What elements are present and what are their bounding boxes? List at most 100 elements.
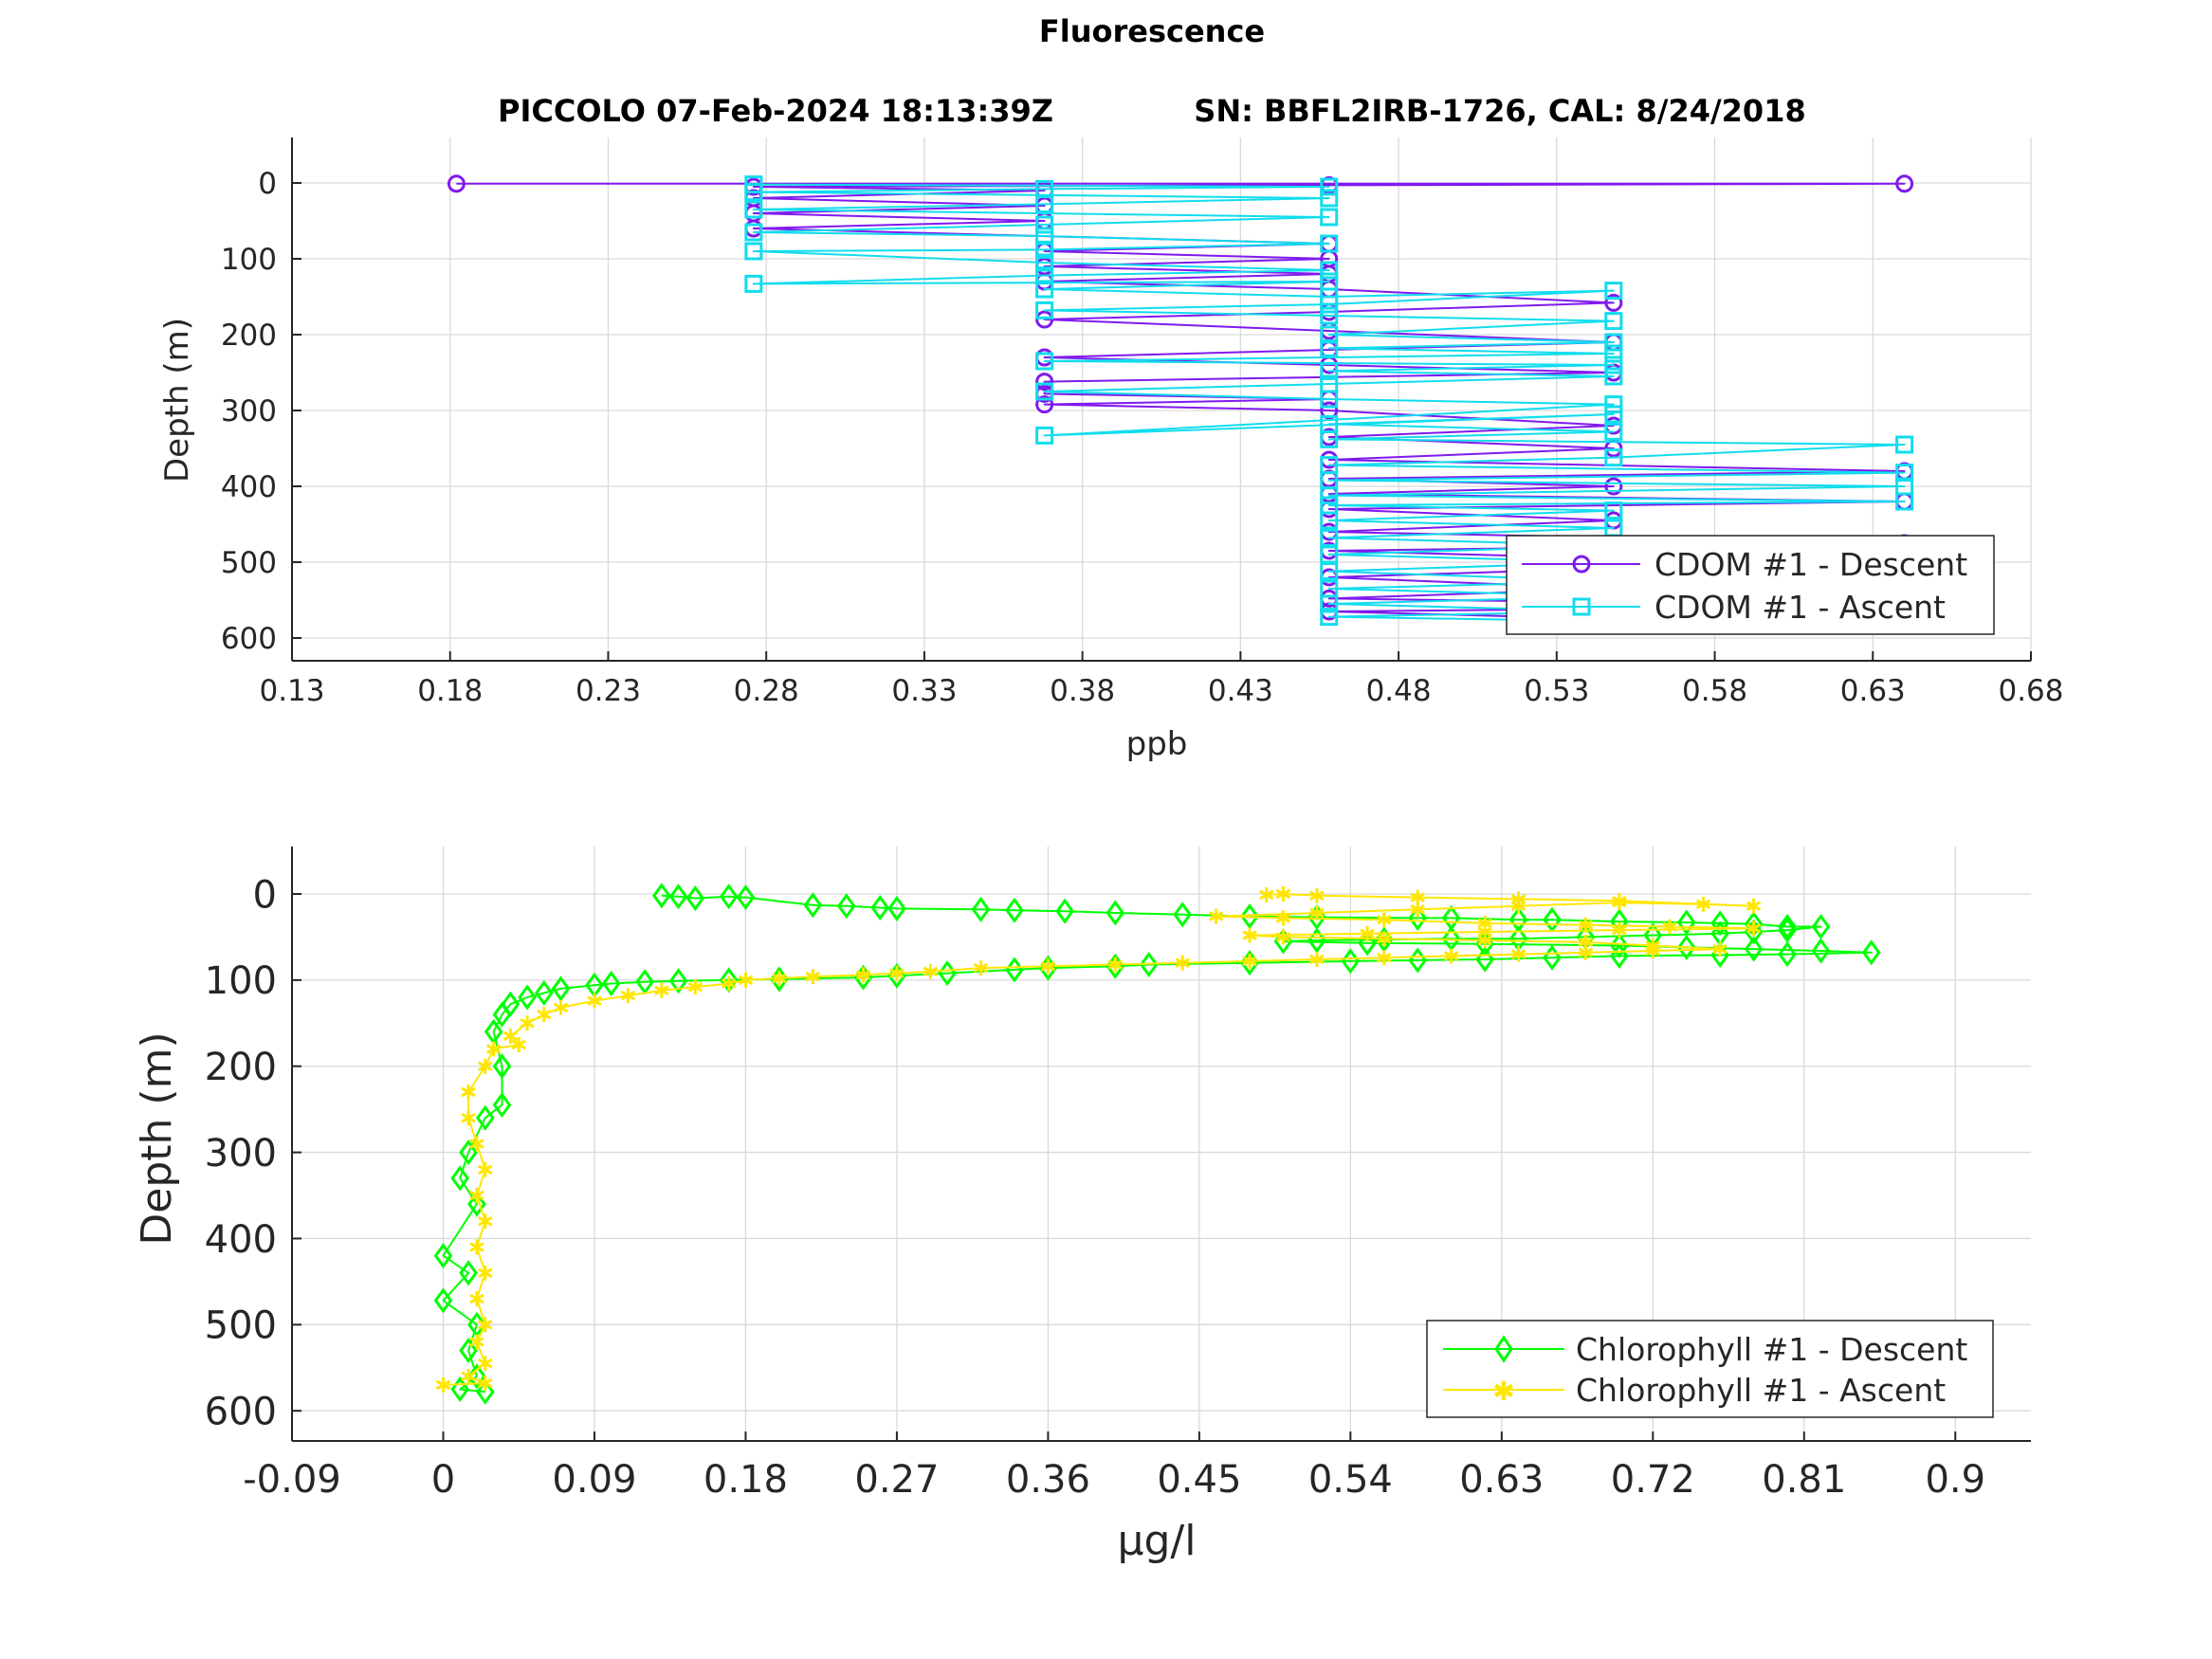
cdom-xtick-label: 0.48 [1366, 674, 1432, 708]
chl-series-descent-point [803, 892, 823, 919]
cdom-legend-marker-ascent [1572, 597, 1591, 616]
chl-series-ascent-point [435, 1376, 451, 1393]
chl-ytick-label: 300 [205, 1132, 277, 1176]
chl-series-descent-point [459, 1139, 478, 1166]
cdom-series-ascent-point [1035, 382, 1054, 401]
chl-series-descent-point [1676, 909, 1696, 936]
cdom-xtick-label: 0.68 [1998, 674, 2063, 708]
chl-series-descent-point [551, 975, 571, 1002]
chl-series-ascent-point [923, 963, 939, 979]
chl-series-ascent-point [511, 1037, 526, 1052]
cdom-series-ascent-point [1604, 344, 1623, 363]
cdom-axes: 0.13 0.18 0.23 0.28 0.33 0.38 0.43 0.48 0.53 0.58… [158, 137, 2064, 763]
cdom-series-descent-point [1604, 477, 1623, 496]
chl-series-descent-point [475, 1378, 495, 1405]
chl-legend[interactable]: Chlorophyll #1 - Descent ✱ Chlorophyll #… [1426, 1320, 1994, 1418]
chl-series-ascent-point [1242, 953, 1257, 969]
cdom-xtick-label: 0.53 [1524, 674, 1589, 708]
chl-series-ascent-point [553, 999, 569, 1015]
chl-series-ascent-point [461, 1084, 476, 1100]
chl-series-descent-point [492, 1053, 512, 1080]
chl-series-descent-point [492, 1092, 512, 1119]
chl-series-ascent-point [469, 1136, 484, 1152]
chl-series-ascent-point [1107, 957, 1124, 973]
chl-series-ascent-point [1510, 891, 1526, 907]
chl-series-descent-point [1676, 934, 1696, 960]
chl-series-ascent-point [620, 988, 636, 1004]
chl-series-ascent-point [478, 1317, 493, 1333]
chl-series-ascent-point [1377, 931, 1392, 947]
cdom-legend[interactable]: CDOM #1 - Descent CDOM #1 - Ascent [1506, 535, 1995, 635]
chl-series-ascent-point [1578, 934, 1594, 950]
cdom-series-descent-point [1035, 395, 1054, 414]
chl-series-ascent-point [1275, 910, 1291, 926]
chl-series-descent-point [433, 1287, 453, 1314]
cdom-legend-label-ascent: CDOM #1 - Ascent [1654, 589, 1946, 626]
chl-xtick-label: 0.18 [704, 1458, 788, 1502]
cdom-series-ascent-point [1604, 367, 1623, 386]
chl-series-ascent-point [1360, 925, 1375, 941]
chl-legend-marker-descent [1494, 1335, 1513, 1363]
cdom-series-ascent-point [1320, 608, 1339, 627]
cdom-series-ascent [744, 175, 1914, 630]
cdom-axis-lines [291, 137, 2032, 662]
cdom-series-ascent-point [744, 242, 763, 261]
chl-series-ascent-point [1612, 922, 1627, 939]
cdom-series-ascent-point [1604, 422, 1623, 441]
chl-series-descent-point [1710, 910, 1730, 937]
chl-series-ascent-point [461, 1110, 476, 1126]
chl-xtick-label: 0.54 [1308, 1458, 1393, 1502]
cdom-ytick-label: 0 [258, 167, 277, 201]
chl-series-descent-point [1005, 897, 1024, 923]
chl-series-ascent-point [1175, 955, 1190, 971]
cdom-series-ascent-point [744, 200, 763, 219]
cdom-series-ascent-point [1895, 464, 1914, 483]
cdom-xtick-label: 0.13 [259, 674, 324, 708]
chl-xtick-label: -0.09 [243, 1458, 341, 1502]
chl-series-ascent-point [1612, 893, 1627, 909]
chl-series-ascent-point [469, 1334, 484, 1350]
chl-xtick-label: 0.09 [552, 1458, 636, 1502]
cdom-ytick-label: 200 [221, 319, 277, 353]
cdom-xtick-label: 0.63 [1840, 674, 1906, 708]
cdom-series-descent-point [447, 174, 466, 193]
cdom-xlabel: ppb [1126, 725, 1188, 763]
chl-series-descent-point [459, 1338, 478, 1364]
chl-series-ascent-point [973, 960, 989, 976]
chl-series-ascent-point [469, 1188, 484, 1204]
chl-series-descent-point [601, 970, 621, 997]
chl-xtick-label: 0.72 [1611, 1458, 1695, 1502]
figure-subtitle-right: SN: BBFL2IRB-1726, CAL: 8/24/2018 [1194, 93, 1805, 129]
chl-xtick-label: 0 [431, 1458, 455, 1502]
cdom-ytick-label: 300 [221, 394, 277, 428]
cdom-series-descent-point [1035, 373, 1054, 392]
chl-series-descent-point [1811, 913, 1831, 940]
cdom-series-descent-point [1604, 439, 1623, 458]
chl-series-ascent-point [1712, 941, 1728, 957]
cdom-series-ascent-point [1035, 215, 1054, 234]
chl-series-ascent-point [889, 965, 905, 981]
cdom-legend-marker-descent [1572, 555, 1591, 574]
chl-series-ascent-point [1309, 904, 1325, 921]
cdom-series-ascent-point [1035, 301, 1054, 319]
cdom-ytick-label: 400 [221, 470, 277, 504]
chl-series-descent-point [467, 1191, 486, 1217]
cdom-series-ascent-point [1895, 477, 1914, 496]
cdom-series-ascent-point [1035, 352, 1054, 371]
chl-xlabel: μg/l [1118, 1517, 1197, 1565]
cdom-tick-labels: 0.13 0.18 0.23 0.28 0.33 0.38 0.43 0.48 0.53 0.58… [221, 167, 2064, 708]
chl-axes: -0.09 0 0.09 0.18 0.27 0.36 0.45 0.54 0.63 0.72 0.… [133, 847, 2031, 1565]
cdom-series-ascent-point [744, 274, 763, 293]
chl-tick-labels: -0.09 0 0.09 0.18 0.27 0.36 0.45 0.54 0.63 0.72 0.… [205, 873, 1985, 1502]
chl-series-ascent-point [537, 1007, 552, 1023]
chl-xtick-label: 0.9 [1925, 1458, 1985, 1502]
cdom-series-ascent-point [1035, 266, 1054, 285]
chl-ylabel: Depth (m) [133, 1031, 181, 1245]
cdom-xtick-label: 0.18 [417, 674, 483, 708]
chl-series-ascent-point [654, 982, 669, 998]
chl-series-ascent-point [1746, 898, 1762, 914]
chl-series-ascent-point [1377, 912, 1392, 928]
chl-legend-label-descent: Chlorophyll #1 - Descent [1576, 1331, 1967, 1368]
cdom-series-ascent-point [1035, 179, 1054, 198]
